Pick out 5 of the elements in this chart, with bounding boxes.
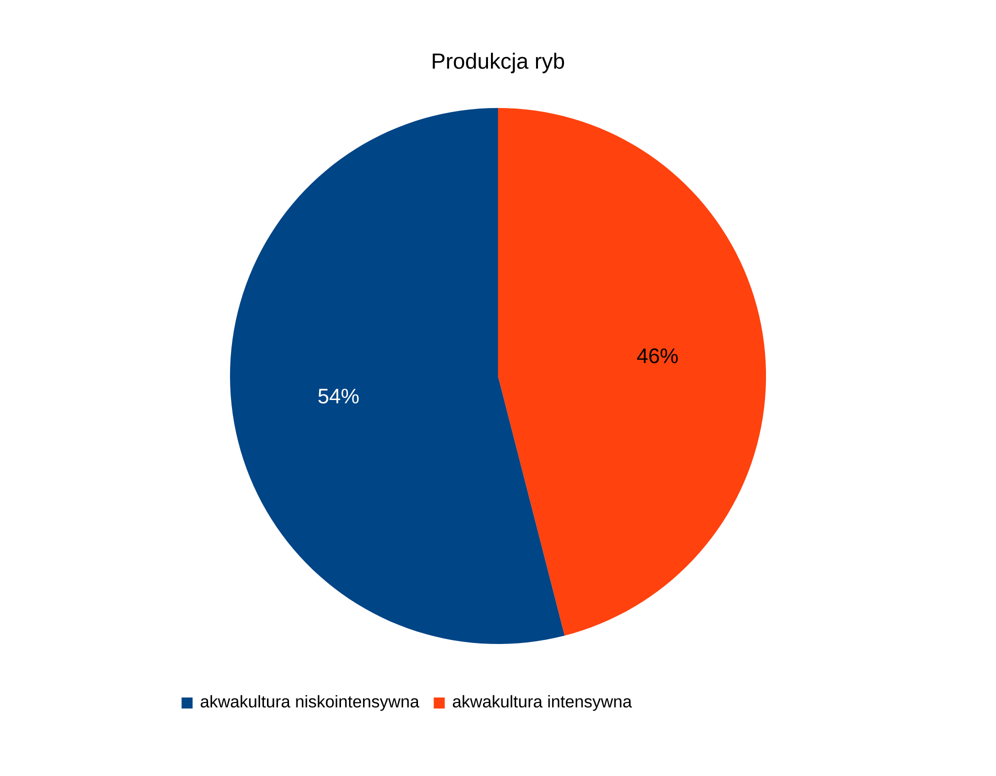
legend-label: akwakultura intensywna [452,695,632,711]
data-label: 54% [318,388,359,404]
chart-title: Produkcja ryb [432,52,564,74]
legend-label: akwakultura niskointensywna [200,695,420,711]
data-label: 46% [637,348,678,364]
